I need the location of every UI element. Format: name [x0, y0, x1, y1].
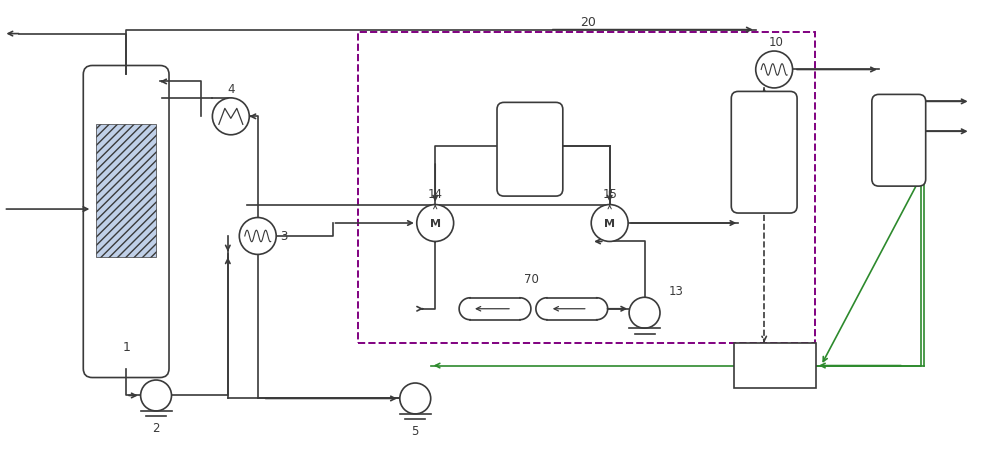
Text: 14: 14: [428, 187, 443, 200]
Text: 20: 20: [580, 16, 596, 29]
Circle shape: [417, 205, 454, 242]
Circle shape: [756, 52, 793, 89]
Text: 1: 1: [122, 341, 130, 353]
Text: 11: 11: [891, 134, 906, 147]
Text: 9: 9: [760, 147, 768, 159]
Text: 3: 3: [280, 230, 287, 243]
Text: 10: 10: [769, 36, 784, 49]
Circle shape: [212, 99, 249, 135]
Circle shape: [591, 205, 628, 242]
FancyBboxPatch shape: [872, 95, 926, 187]
Bar: [734, 343, 816, 389]
Text: M: M: [430, 219, 441, 229]
Circle shape: [141, 380, 172, 411]
FancyBboxPatch shape: [731, 92, 797, 214]
Circle shape: [400, 383, 431, 414]
Text: 2: 2: [152, 421, 160, 434]
Bar: [96, 125, 156, 257]
Text: 5: 5: [412, 424, 419, 437]
FancyBboxPatch shape: [497, 103, 563, 197]
Text: 13: 13: [669, 285, 684, 298]
Text: 4: 4: [227, 83, 235, 96]
Circle shape: [239, 218, 276, 255]
Circle shape: [629, 298, 660, 328]
Text: 12: 12: [768, 359, 783, 372]
Text: 8: 8: [526, 143, 534, 156]
Text: M: M: [604, 219, 615, 229]
FancyBboxPatch shape: [83, 66, 169, 377]
Text: 15: 15: [602, 187, 617, 200]
Bar: [358, 32, 815, 343]
Text: 70: 70: [524, 273, 539, 285]
